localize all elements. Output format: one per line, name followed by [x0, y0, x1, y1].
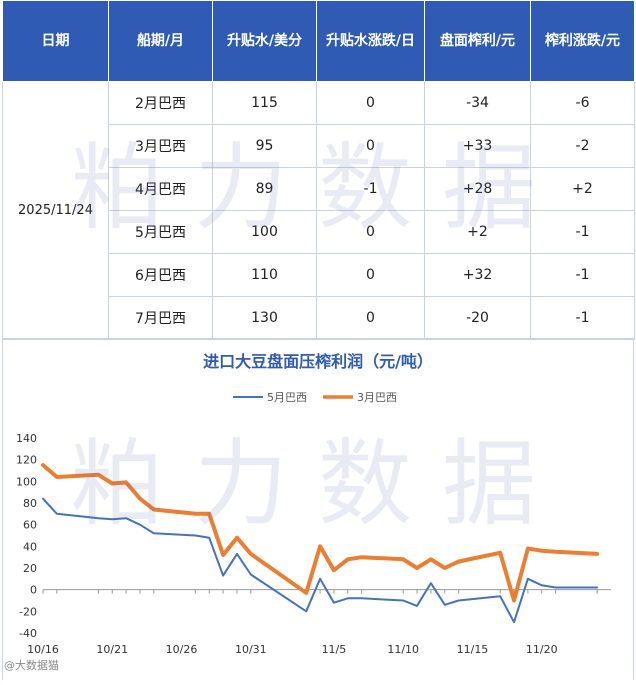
- y-tick-label: 20: [23, 562, 37, 575]
- table-row: 2025/11/24 2月巴西 115 0 -34 -6: [2, 81, 635, 340]
- corner-logo: @大数据猫: [4, 659, 59, 672]
- y-tick-label: 0: [30, 584, 37, 597]
- header-ship-month: 船期/月: [108, 0, 213, 82]
- premium-cell: 95: [212, 124, 317, 168]
- x-axis: 10/16 10/21 10/26 10/31 11/5 11/10 11/15 11/20: [27, 589, 611, 656]
- y-tick-label: 80: [23, 497, 37, 510]
- y-tick-label: 100: [16, 475, 37, 488]
- y-tick-label: 60: [23, 519, 37, 532]
- premium-change-cell: -1: [316, 167, 425, 211]
- x-tick-label: 11/10: [387, 643, 419, 656]
- premium-table-section: 日期 船期/月 升贴水/美分 升贴水涨跌/日 盘面榨利/元 榨利涨跌/元 202…: [0, 0, 636, 340]
- y-tick-label: 120: [16, 454, 37, 467]
- premium-change-cell: 0: [316, 296, 425, 340]
- legend-label: 5月巴西: [267, 391, 307, 404]
- premium-change-cell: 0: [316, 81, 425, 125]
- chart-title: 进口大豆盘面压榨利润（元/吨）: [203, 352, 433, 371]
- y-tick-label: 140: [16, 432, 37, 445]
- series-line-may-brazil: [42, 497, 599, 624]
- ship-month-cell: 7月巴西: [108, 296, 213, 340]
- y-tick-label: 40: [23, 540, 37, 553]
- table-row: 6月巴西 110 0 +32 -1: [3, 253, 635, 297]
- ship-month-cell: 5月巴西: [108, 210, 213, 254]
- header-margin: 盘面榨利/元: [424, 0, 531, 82]
- date-cell: 2025/11/24: [2, 81, 109, 340]
- margin-change-cell: -1: [530, 210, 635, 254]
- margin-cell: +32: [424, 253, 531, 297]
- margin-change-cell: -2: [530, 124, 635, 168]
- margin-line-chart: 进口大豆盘面压榨利润（元/吨） 5月巴西 3月巴西 -40 -20 0 20 40 60 80…: [16, 352, 611, 656]
- x-tick-label: 11/15: [457, 643, 489, 656]
- premium-cell: 89: [212, 167, 317, 211]
- header-premium: 升贴水/美分: [212, 0, 317, 82]
- premium-change-cell: 0: [316, 253, 425, 297]
- ship-month-cell: 4月巴西: [108, 167, 213, 211]
- y-tick-label: -40: [19, 627, 37, 640]
- x-tick-label: 11/20: [526, 643, 558, 656]
- premium-change-cell: 0: [316, 124, 425, 168]
- y-axis: -40 -20 0 20 40 60 80 100 120 140: [16, 432, 37, 640]
- series-layer: [41, 463, 600, 624]
- margin-cell: +2: [424, 210, 531, 254]
- legend-label: 3月巴西: [357, 391, 397, 404]
- margin-change-cell: +2: [530, 167, 635, 211]
- margin-change-cell: -1: [530, 253, 635, 297]
- y-tick-label: -20: [19, 605, 37, 618]
- x-tick-label: 10/26: [166, 643, 198, 656]
- premium-cell: 110: [212, 253, 317, 297]
- table-row: 3月巴西 95 0 +33 -2: [3, 124, 635, 168]
- table-row: 5月巴西 100 0 +2 -1: [3, 210, 635, 254]
- table-row: 7月巴西 130 0 -20 -1: [3, 296, 635, 340]
- margin-cell: -34: [424, 81, 531, 125]
- premium-cell: 115: [212, 81, 317, 125]
- x-tick-label: 10/21: [96, 643, 128, 656]
- x-tick-label: 10/16: [27, 643, 59, 656]
- ship-month-cell: 2月巴西: [108, 81, 213, 125]
- premium-cell: 130: [212, 296, 317, 340]
- x-tick-label: 11/5: [322, 643, 347, 656]
- chart-panel: 进口大豆盘面压榨利润（元/吨） 5月巴西 3月巴西 -40 -20 0 20 40 60 80…: [2, 338, 634, 680]
- margin-cell: +33: [424, 124, 531, 168]
- table-header-row: 日期 船期/月 升贴水/美分 升贴水涨跌/日 盘面榨利/元 榨利涨跌/元: [2, 0, 635, 82]
- ship-month-cell: 6月巴西: [108, 253, 213, 297]
- series-line-march-brazil: [41, 463, 600, 603]
- x-tick-label: 10/31: [235, 643, 267, 656]
- margin-cell: +28: [424, 167, 531, 211]
- margin-change-cell: -1: [530, 296, 635, 340]
- margin-change-cell: -6: [530, 81, 635, 125]
- header-date: 日期: [2, 0, 109, 82]
- premium-change-cell: 0: [316, 210, 425, 254]
- premium-cell: 100: [212, 210, 317, 254]
- ship-month-cell: 3月巴西: [108, 124, 213, 168]
- header-margin-change: 榨利涨跌/元: [530, 0, 635, 82]
- chart-legend: 5月巴西 3月巴西: [233, 391, 397, 404]
- margin-cell: -20: [424, 296, 531, 340]
- premium-table: 日期 船期/月 升贴水/美分 升贴水涨跌/日 盘面榨利/元 榨利涨跌/元 202…: [2, 0, 635, 340]
- header-premium-change: 升贴水涨跌/日: [316, 0, 425, 82]
